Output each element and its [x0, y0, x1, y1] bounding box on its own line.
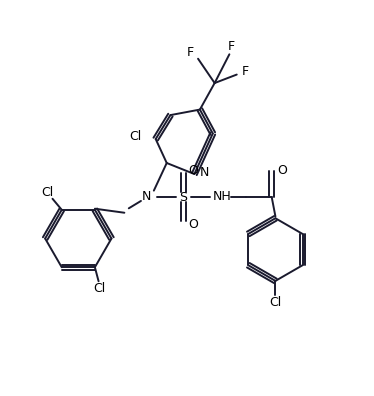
Text: O: O [189, 218, 199, 230]
Text: O: O [277, 164, 287, 177]
Text: NH: NH [213, 190, 232, 204]
Text: N: N [142, 190, 151, 204]
Text: Cl: Cl [129, 129, 141, 143]
Text: F: F [241, 65, 248, 78]
Text: Cl: Cl [269, 296, 282, 309]
Text: Cl: Cl [41, 186, 53, 199]
Text: O: O [189, 164, 199, 177]
Text: Cl: Cl [94, 282, 106, 295]
Text: F: F [187, 46, 194, 59]
Text: N: N [200, 166, 209, 179]
Text: F: F [228, 40, 235, 53]
Text: S: S [179, 191, 187, 204]
